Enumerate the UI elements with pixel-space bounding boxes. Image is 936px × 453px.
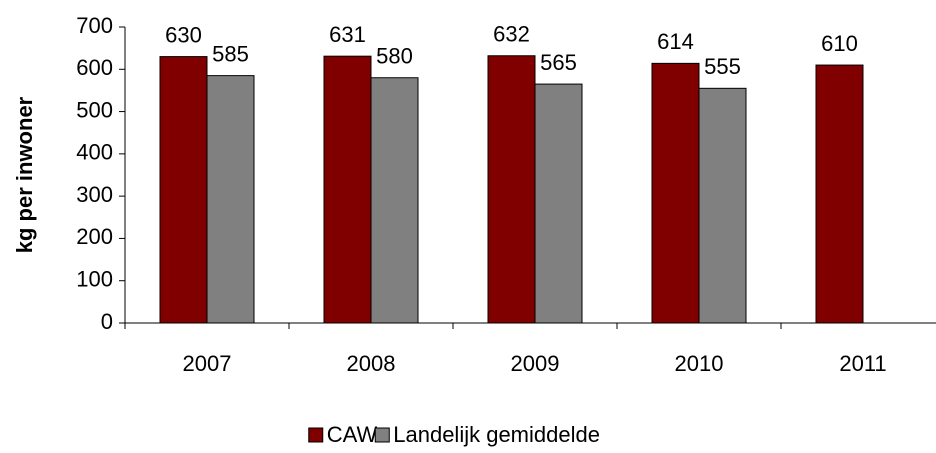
- y-tick-label: 0: [101, 309, 113, 334]
- bar: [698, 87, 747, 324]
- bar: [370, 77, 419, 324]
- y-tick-label: 400: [76, 140, 113, 165]
- legend-swatch: [308, 427, 324, 443]
- y-tick-label: 100: [76, 267, 113, 292]
- y-tick-label: 600: [76, 55, 113, 80]
- x-tick-label: 2011: [839, 351, 886, 376]
- value-label: 580: [376, 44, 413, 69]
- bar: [651, 62, 700, 324]
- bar: [487, 55, 536, 324]
- value-label: 614: [657, 29, 694, 54]
- y-tick-label: 500: [76, 97, 113, 122]
- bar: [159, 56, 208, 324]
- value-label: 610: [821, 31, 858, 56]
- legend-label: Landelijk gemiddelde: [393, 422, 600, 447]
- bar: [815, 64, 864, 324]
- value-label: 631: [329, 22, 366, 47]
- x-tick-label: 2008: [347, 351, 396, 376]
- y-tick-label: 200: [76, 224, 113, 249]
- legend-label: CAW: [327, 422, 378, 447]
- x-tick-label: 2009: [511, 351, 560, 376]
- value-label: 632: [493, 22, 530, 47]
- x-tick-label: 2010: [675, 351, 724, 376]
- x-tick-label: 2007: [183, 351, 232, 376]
- bar: [206, 75, 255, 324]
- y-tick-label: 300: [76, 182, 113, 207]
- bar: [534, 83, 583, 324]
- y-tick-label: 700: [76, 13, 113, 38]
- value-label: 555: [704, 54, 741, 79]
- value-label: 565: [540, 50, 577, 75]
- y-axis-label: kg per inwoner: [12, 96, 37, 253]
- value-label: 630: [165, 22, 202, 47]
- legend-swatch: [374, 427, 390, 443]
- bar: [323, 55, 372, 324]
- value-label: 585: [212, 41, 249, 66]
